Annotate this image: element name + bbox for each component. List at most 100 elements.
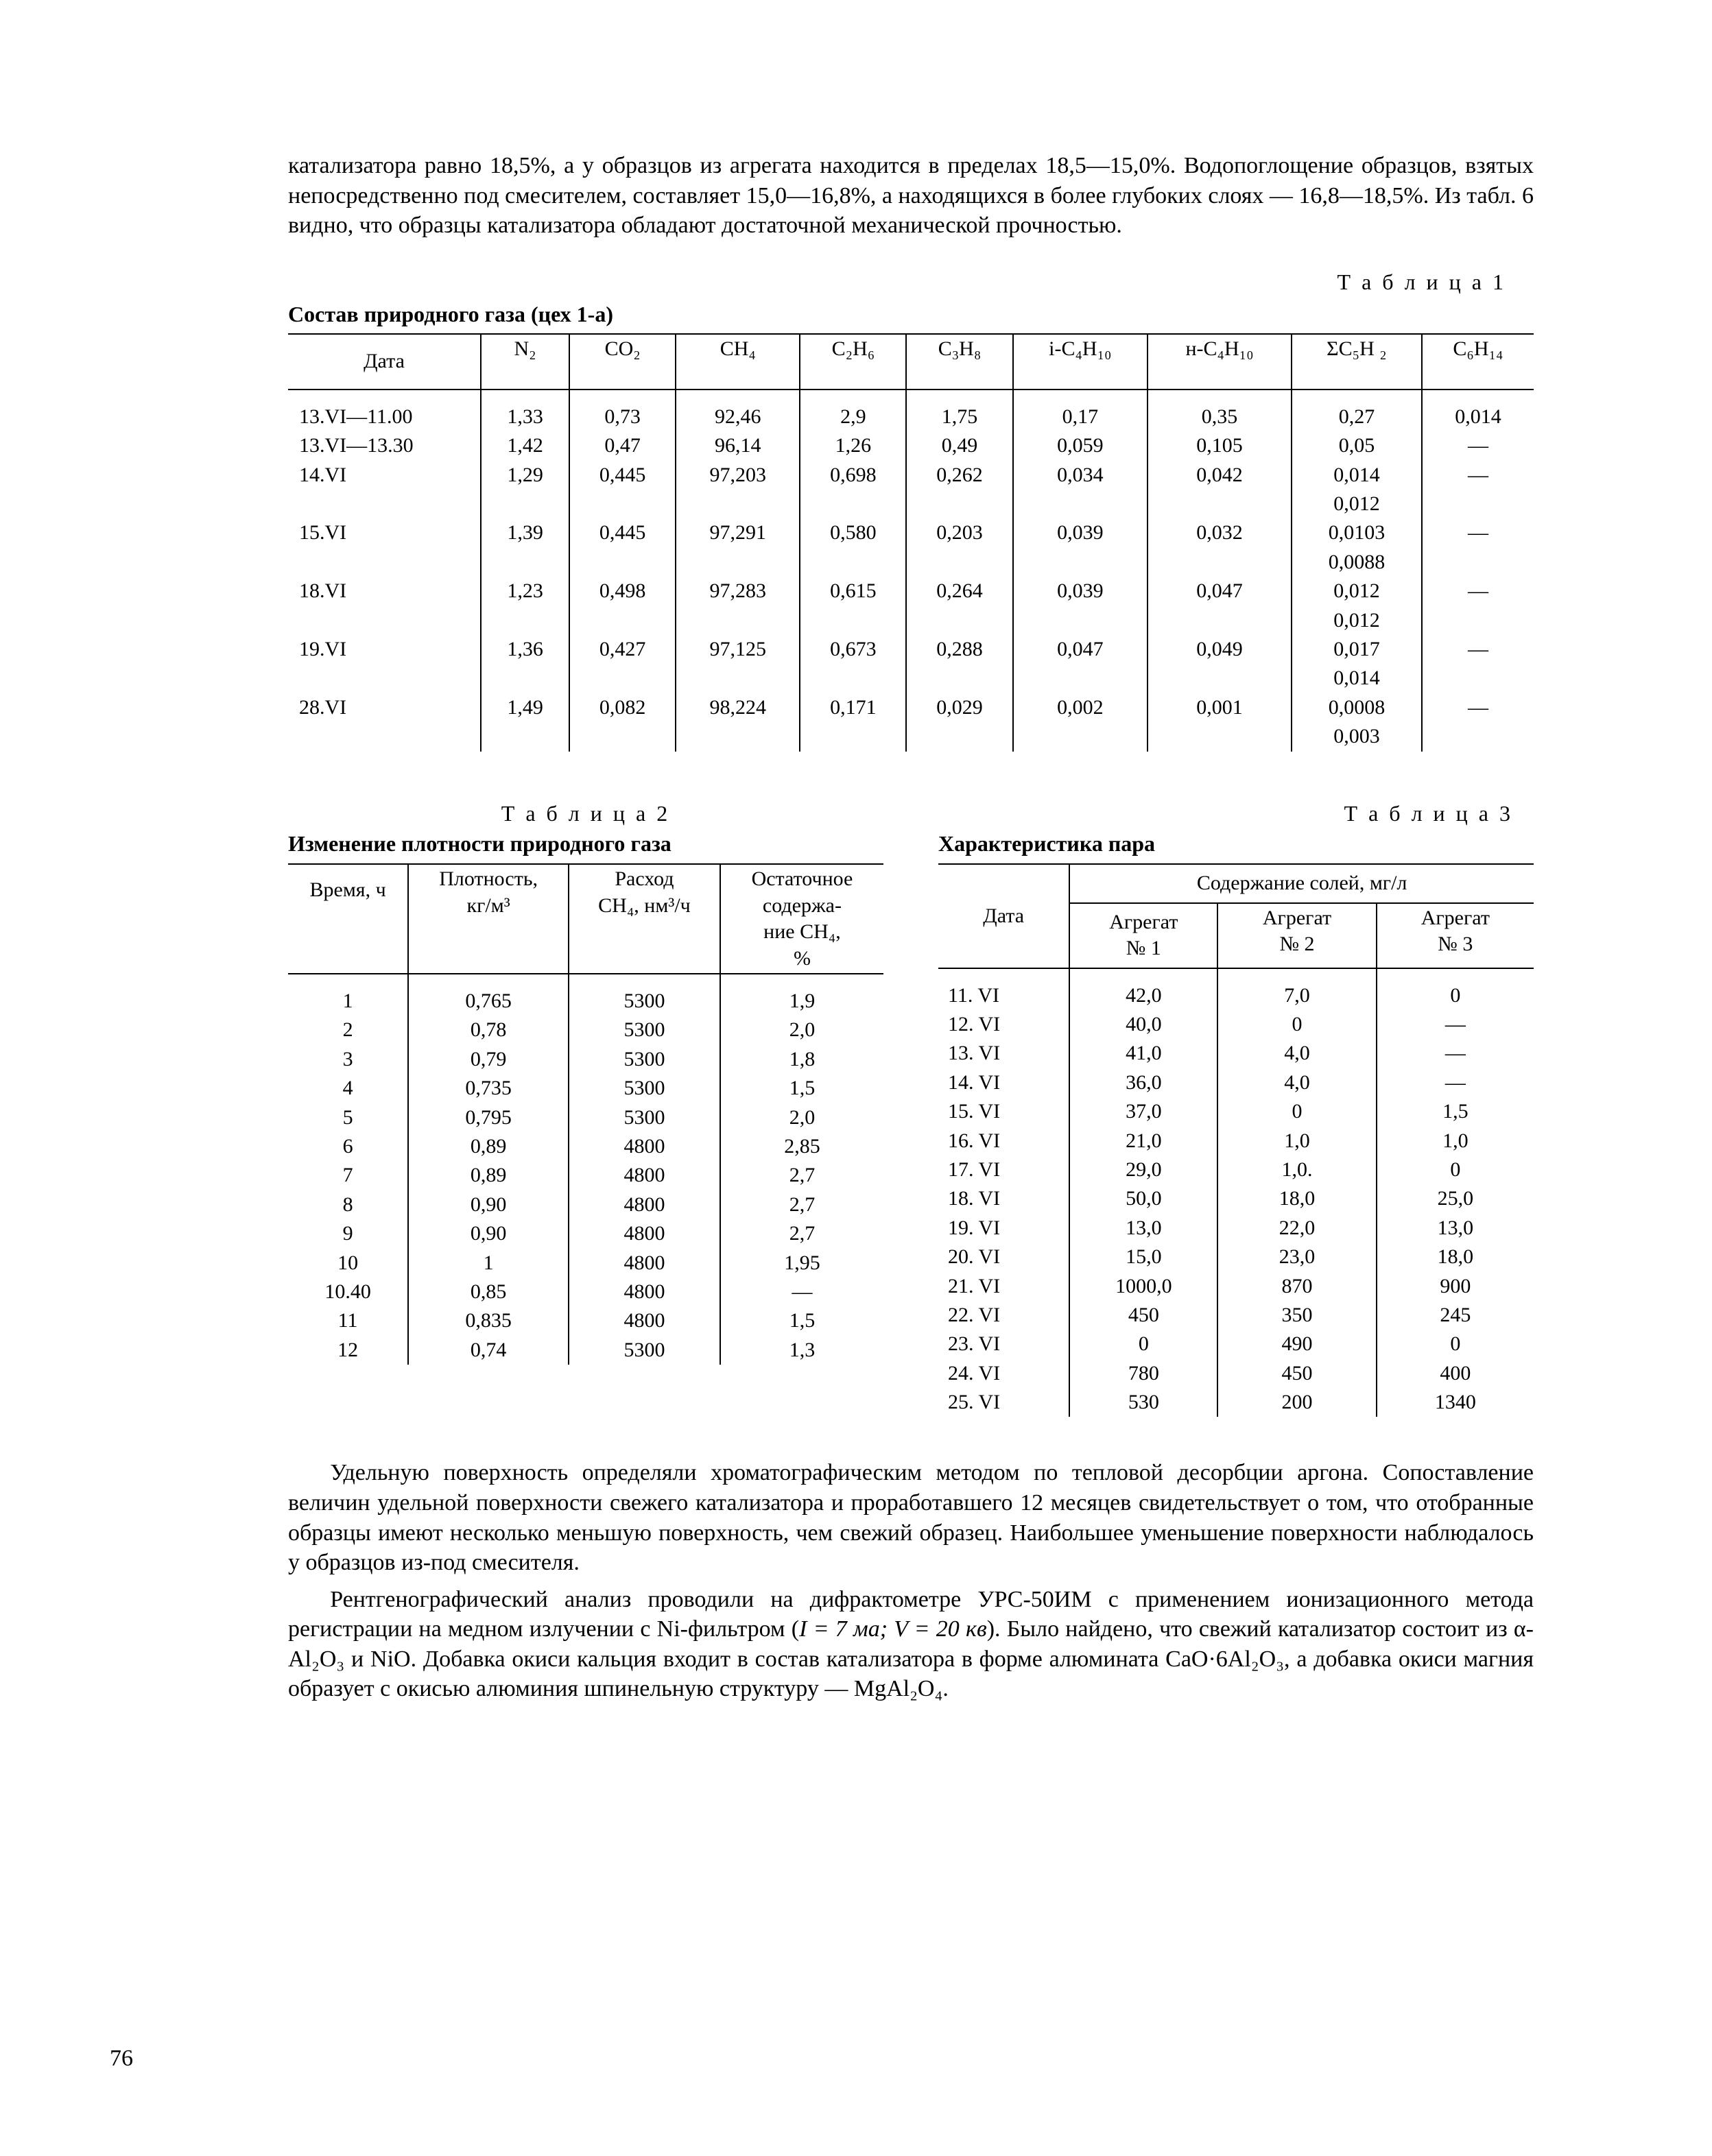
- table-cell: 0,498: [569, 577, 676, 606]
- table-row: 0,012: [288, 490, 1534, 518]
- table-cell: 37,0: [1069, 1097, 1217, 1126]
- table-cell: 1,29: [481, 461, 569, 490]
- table-cell: 1,23: [481, 577, 569, 606]
- t3-h0: Дата: [938, 864, 1069, 968]
- table-cell: 4800: [569, 1249, 720, 1278]
- paragraph-2: Удельную поверхность определяли хроматог…: [288, 1458, 1534, 1577]
- table-cell: 1,5: [720, 1074, 883, 1103]
- table-cell: 0,89: [408, 1132, 569, 1161]
- table-cell: [481, 722, 569, 751]
- table-cell: 2,9: [800, 403, 906, 431]
- table-cell: 24. VI: [938, 1359, 1069, 1388]
- table-cell: 96,14: [676, 431, 800, 460]
- table-cell: —: [1422, 461, 1534, 490]
- table3-label: Т а б л и ц а 3: [938, 800, 1513, 828]
- table-cell: 25. VI: [938, 1388, 1069, 1417]
- table-cell: 2,7: [720, 1161, 883, 1190]
- table-cell: [906, 664, 1012, 693]
- table-cell: 18,0: [1217, 1184, 1376, 1213]
- table-cell: [481, 490, 569, 518]
- table-cell: 1,0.: [1217, 1155, 1376, 1184]
- table-cell: [569, 664, 676, 693]
- table-cell: 50,0: [1069, 1184, 1217, 1213]
- t2-h0: Время, ч: [288, 864, 408, 974]
- table-cell: 1,39: [481, 518, 569, 547]
- table-cell: [1422, 490, 1534, 518]
- table-cell: 17. VI: [938, 1155, 1069, 1184]
- table-cell: 400: [1377, 1359, 1534, 1388]
- t3-h2: Агрегат№ 2: [1217, 903, 1376, 968]
- table-cell: [676, 490, 800, 518]
- table2-caption: Изменение плотности природного газа: [288, 830, 883, 858]
- table-row: 17. VI29,01,0.0: [938, 1155, 1534, 1184]
- t1-h9: C₆H₁₄: [1422, 334, 1534, 389]
- table-cell: 0: [1377, 981, 1534, 1010]
- table-cell: [906, 722, 1012, 751]
- table-cell: 900: [1377, 1272, 1534, 1301]
- table-row: 40,73553001,5: [288, 1074, 883, 1103]
- t2-h1: Плотность,кг/м³: [408, 864, 569, 974]
- table-cell: 200: [1217, 1388, 1376, 1417]
- table3: Дата Содержание солей, мг/л Агрегат№ 1 А…: [938, 863, 1534, 1417]
- table-cell: 5300: [569, 1045, 720, 1074]
- table-row: 120,7453001,3: [288, 1336, 883, 1365]
- t1-h7: н-C₄H₁₀: [1148, 334, 1292, 389]
- table-cell: 0,171: [800, 693, 906, 722]
- table-row: 19. VI13,022,013,0: [938, 1214, 1534, 1243]
- table-cell: 1,33: [481, 403, 569, 431]
- table-cell: 780: [1069, 1359, 1217, 1388]
- table-cell: 0,012: [1292, 490, 1422, 518]
- t1-h5: C₃H₈: [906, 334, 1012, 389]
- table-cell: —: [1377, 1068, 1534, 1097]
- table-cell: 5300: [569, 1016, 720, 1044]
- table-cell: 5300: [569, 1336, 720, 1365]
- table-cell: [288, 490, 481, 518]
- table-cell: [1422, 606, 1534, 635]
- table-cell: 530: [1069, 1388, 1217, 1417]
- table-row: 60,8948002,85: [288, 1132, 883, 1161]
- table-cell: 97,125: [676, 635, 800, 664]
- table-row: 11. VI42,07,00: [938, 981, 1534, 1010]
- table-cell: 1,49: [481, 693, 569, 722]
- table-cell: [1013, 490, 1148, 518]
- table-cell: [676, 722, 800, 751]
- table-cell: [1148, 548, 1292, 577]
- table-cell: 0: [1377, 1155, 1534, 1184]
- table-cell: 19.VI: [288, 635, 481, 664]
- table-cell: 1,95: [720, 1249, 883, 1278]
- table-cell: 1,5: [720, 1306, 883, 1335]
- table-cell: 0,85: [408, 1278, 569, 1306]
- table-cell: 28.VI: [288, 693, 481, 722]
- table-cell: 0,673: [800, 635, 906, 664]
- table-cell: 0,90: [408, 1219, 569, 1248]
- table-cell: 13.VI—11.00: [288, 403, 481, 431]
- t1-h6: i-C₄H₁₀: [1013, 334, 1148, 389]
- t1-h4: C₂H₆: [800, 334, 906, 389]
- table-cell: [288, 722, 481, 751]
- table2-block: Т а б л и ц а 2 Изменение плотности прир…: [288, 800, 883, 1417]
- table-cell: 0: [1217, 1010, 1376, 1039]
- table-cell: 0,034: [1013, 461, 1148, 490]
- table-cell: 0,012: [1292, 606, 1422, 635]
- table-cell: 2,7: [720, 1190, 883, 1219]
- table-cell: 18.VI: [288, 577, 481, 606]
- table-cell: 0,014: [1292, 461, 1422, 490]
- table-cell: 10.40: [288, 1278, 408, 1306]
- table-cell: [800, 722, 906, 751]
- table-cell: [569, 490, 676, 518]
- table-cell: 0,047: [1013, 635, 1148, 664]
- table-row: 30,7953001,8: [288, 1045, 883, 1074]
- table-row: 110,83548001,5: [288, 1306, 883, 1335]
- table-cell: 0,74: [408, 1336, 569, 1365]
- table-cell: 4,0: [1217, 1039, 1376, 1068]
- table-cell: 8: [288, 1190, 408, 1219]
- table-cell: 870: [1217, 1272, 1376, 1301]
- table-cell: 98,224: [676, 693, 800, 722]
- t1-h1: N₂: [481, 334, 569, 389]
- table-row: 12. VI40,00—: [938, 1010, 1534, 1039]
- table-cell: 15,0: [1069, 1243, 1217, 1271]
- table-cell: 0: [1069, 1330, 1217, 1358]
- table-cell: 1000,0: [1069, 1272, 1217, 1301]
- table-cell: 490: [1217, 1330, 1376, 1358]
- table3-caption: Характеристика пара: [938, 830, 1534, 858]
